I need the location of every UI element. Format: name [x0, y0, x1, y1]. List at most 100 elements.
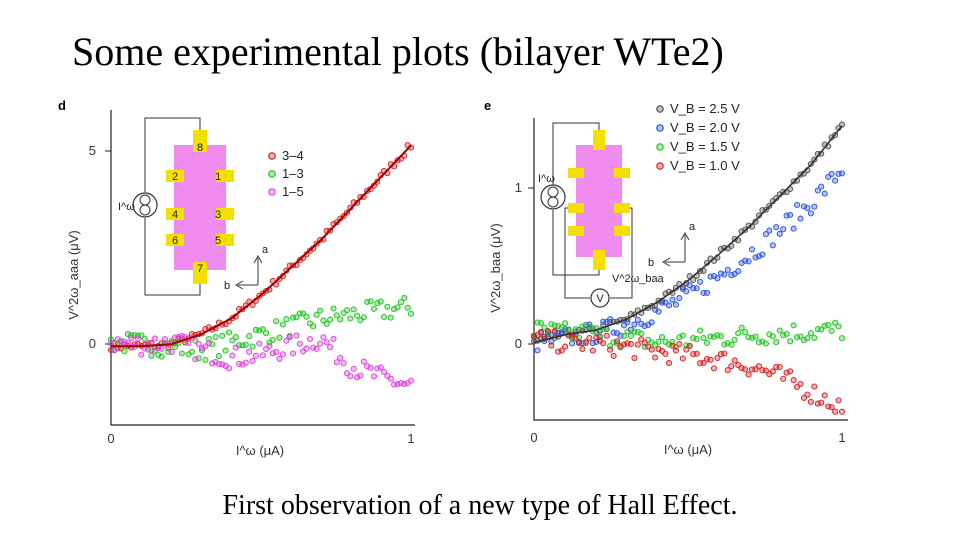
data-point: [724, 266, 731, 273]
data-point: [600, 340, 607, 347]
data-point: [198, 345, 206, 352]
panel-e-axes: [533, 118, 848, 421]
panel-d-xtick-label-0: 0: [107, 431, 114, 446]
data-point: [537, 319, 544, 327]
data-point: [818, 326, 825, 333]
panel-d-pad-3: [216, 208, 234, 220]
legend-marker: [656, 143, 664, 151]
data-point: [175, 334, 182, 341]
panel-e-pad-right-2: [614, 203, 630, 213]
data-point: [266, 342, 273, 349]
data-point: [209, 360, 216, 367]
data-point: [544, 327, 551, 335]
data-point: [242, 359, 249, 366]
data-point: [773, 224, 780, 231]
data-point: [742, 329, 749, 336]
data-point: [804, 335, 811, 342]
panel-d-pad-6: [166, 234, 184, 246]
data-point: [188, 348, 195, 355]
data-point: [620, 341, 628, 348]
data-point: [766, 227, 773, 234]
data-point: [232, 344, 239, 351]
legend-label: 1–5: [282, 184, 304, 199]
data-point: [731, 336, 738, 343]
data-point: [283, 337, 290, 344]
data-point: [276, 355, 283, 362]
data-point: [168, 348, 175, 355]
data-point: [225, 329, 233, 336]
data-point: [665, 360, 673, 367]
legend-marker: [268, 152, 276, 160]
data-point: [797, 215, 804, 222]
data-point: [648, 319, 655, 326]
data-point: [286, 333, 293, 340]
data-point: [735, 330, 742, 337]
data-point: [387, 375, 394, 382]
data-point: [797, 333, 804, 340]
panel-e-pad-left-1: [568, 168, 584, 178]
data-point: [745, 258, 752, 265]
data-point: [627, 340, 634, 348]
data-point: [686, 342, 693, 349]
legend-marker: [656, 162, 664, 170]
data-point: [634, 341, 641, 348]
panel-e-legend: V_B = 2.5 V V_B = 2.0 V V_B = 1.5 V V_B = 1…: [656, 101, 740, 173]
data-point: [572, 335, 579, 342]
data-point: [728, 341, 735, 348]
panel-d-current-source-ring-bottom: [139, 204, 151, 216]
data-point: [714, 354, 721, 362]
data-point: [562, 343, 569, 350]
data-point: [229, 352, 236, 359]
data-point: [565, 326, 572, 333]
data-point: [296, 340, 303, 347]
data-point: [367, 364, 374, 371]
data-point: [562, 320, 569, 327]
panel-d-pad-label-5: 5: [215, 235, 221, 247]
data-point: [279, 321, 286, 328]
data-point: [558, 347, 565, 354]
data-point: [728, 363, 735, 370]
slide-caption: First observation of a new type of Hall …: [222, 490, 738, 521]
data-point: [838, 408, 846, 415]
data-point: [330, 305, 337, 312]
panel-d-ylabel: V^2ω_aaa (μV): [66, 230, 81, 320]
data-point: [790, 225, 797, 232]
data-point: [579, 323, 586, 330]
data-point: [121, 348, 128, 355]
data-point: [370, 305, 377, 312]
data-point: [745, 371, 752, 378]
panel-e-axis-a-label: a: [689, 221, 696, 233]
data-point: [787, 368, 794, 375]
data-point: [693, 285, 700, 292]
data-point: [333, 359, 340, 366]
data-point: [354, 312, 361, 319]
data-point: [811, 383, 818, 390]
data-point: [269, 336, 276, 343]
panel-e-hallbar: [576, 145, 622, 257]
panel-d-ytick-label-0: 0: [89, 336, 96, 351]
data-point: [825, 321, 832, 328]
data-point: [724, 367, 731, 374]
data-point: [350, 365, 357, 372]
data-point: [404, 304, 411, 311]
panel-d-pad-5: [216, 234, 234, 246]
data-point: [279, 351, 286, 358]
data-point: [548, 342, 555, 349]
data-point: [804, 391, 811, 398]
data-point: [155, 351, 162, 358]
data-point: [614, 338, 621, 345]
data-point: [569, 340, 576, 347]
data-point: [316, 307, 324, 314]
data-point: [759, 251, 766, 258]
panel-d-fit-line: [111, 144, 412, 348]
data-point: [572, 326, 579, 333]
data-point: [134, 335, 142, 342]
data-point: [700, 334, 707, 342]
data-point: [828, 327, 835, 334]
data-point: [259, 326, 266, 333]
data-point: [256, 340, 263, 347]
data-point: [773, 339, 780, 346]
data-point: [263, 330, 270, 337]
data-point: [380, 368, 388, 375]
data-point: [700, 359, 707, 366]
